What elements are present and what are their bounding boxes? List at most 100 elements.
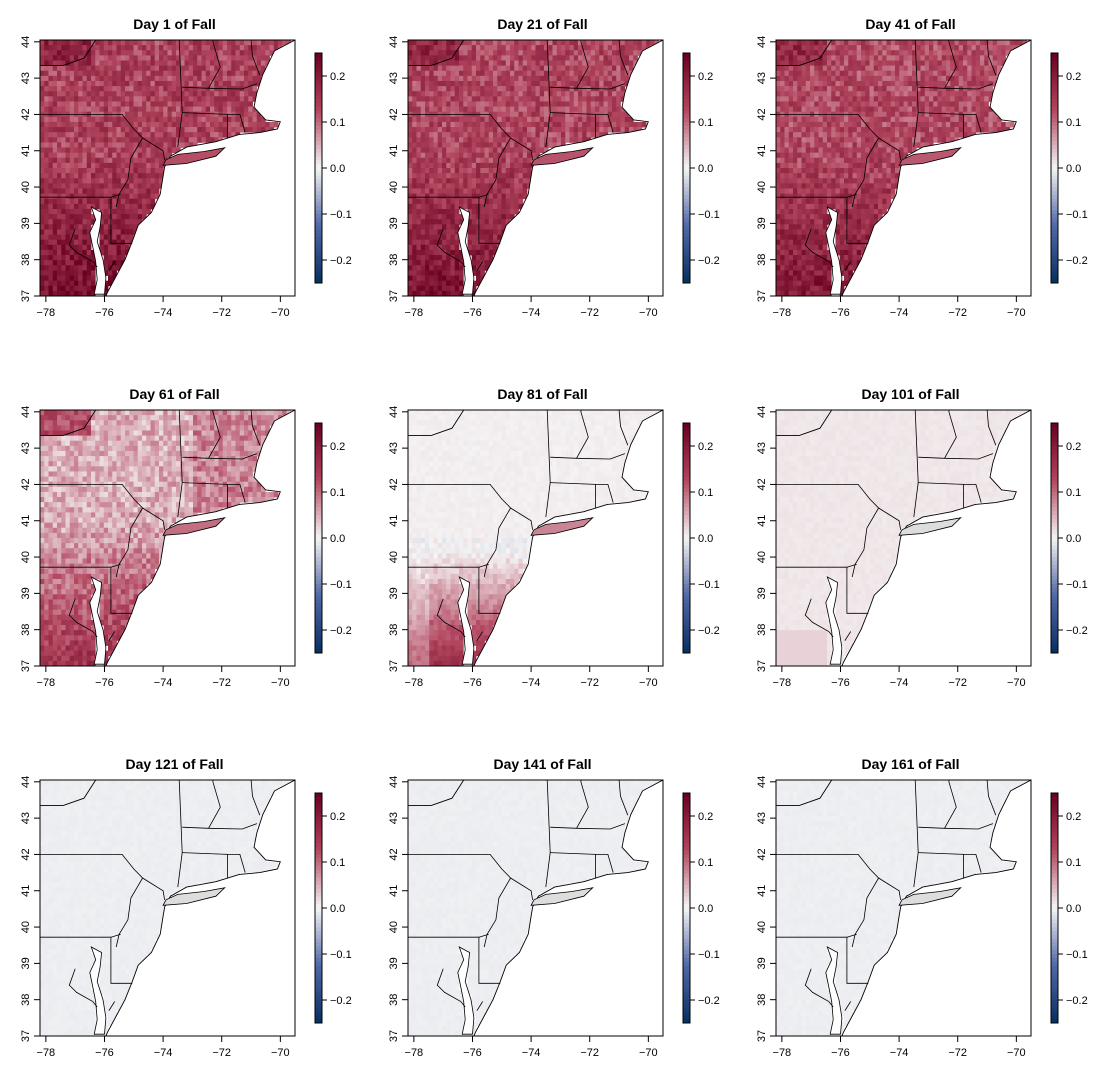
heat-cell — [886, 173, 892, 179]
heat-cell — [82, 183, 88, 189]
heat-cell — [82, 188, 88, 194]
heat-cell — [416, 106, 422, 113]
heat-cell — [814, 137, 819, 143]
heat-cell — [61, 280, 66, 287]
heat-cell — [450, 101, 456, 107]
heat-cell — [154, 45, 160, 51]
heat-cell — [788, 249, 794, 256]
heat-cell — [261, 55, 266, 61]
heat-cell — [827, 157, 832, 164]
heat-cell — [450, 116, 456, 123]
heat-cell — [112, 229, 117, 235]
heat-cell — [201, 80, 207, 87]
heat-cell — [184, 132, 190, 138]
heat-cell — [78, 106, 83, 113]
heat-cell — [501, 137, 507, 143]
heat-cell — [488, 106, 494, 113]
heat-cell — [535, 137, 541, 143]
heat-cell — [471, 188, 477, 194]
heat-cell — [52, 188, 58, 194]
heat-cell — [471, 255, 477, 261]
heat-cell — [57, 147, 62, 154]
heat-cell — [844, 270, 849, 276]
heat-cell — [416, 229, 422, 235]
heat-cell — [433, 162, 439, 169]
heat-cell — [69, 188, 75, 194]
heat-cell — [433, 50, 439, 56]
heat-cell — [108, 142, 113, 148]
heat-cell — [835, 45, 841, 51]
heat-cell — [176, 91, 181, 97]
heat-cell — [95, 70, 100, 77]
heat-cell — [429, 86, 434, 92]
heat-cell — [852, 173, 858, 179]
heat-cell — [125, 173, 130, 179]
heat-cell — [408, 142, 413, 148]
heat-cell — [137, 178, 143, 184]
heat-cell — [467, 80, 473, 87]
heat-cell — [108, 157, 113, 164]
heat-cell — [454, 198, 460, 205]
heat-cell — [52, 265, 58, 271]
heat-cell — [74, 173, 79, 179]
heat-cell — [878, 55, 883, 61]
heat-cell — [873, 50, 879, 56]
heat-cell — [218, 121, 224, 128]
heat-cell — [86, 106, 92, 113]
heat-cell — [193, 132, 198, 138]
heat-cell — [133, 91, 139, 97]
heat-cell — [586, 65, 592, 72]
heat-cell — [797, 137, 802, 143]
heat-cell — [522, 80, 528, 87]
heat-cell — [120, 249, 126, 256]
heat-cell — [137, 75, 143, 82]
state-border — [576, 40, 589, 89]
heat-cell — [95, 162, 100, 169]
heat-cell — [856, 75, 862, 82]
heat-cell — [510, 70, 515, 77]
heat-cell — [48, 70, 54, 77]
heat-cell — [69, 116, 75, 123]
heat-cell — [878, 111, 883, 118]
heat-cell — [91, 270, 96, 276]
heat-cell — [171, 127, 177, 133]
heat-cell — [467, 224, 473, 230]
heat-cell — [120, 214, 126, 220]
heat-cell — [822, 265, 828, 271]
heat-cell — [433, 193, 439, 200]
heat-cell — [848, 234, 853, 241]
heat-cell — [108, 188, 113, 194]
heat-cell — [40, 275, 45, 282]
heat-cell — [480, 147, 485, 154]
heat-cell — [620, 121, 626, 128]
heat-cell — [133, 132, 139, 138]
heat-cell — [146, 116, 151, 123]
heat-cell — [484, 101, 490, 107]
heat-cell — [420, 173, 426, 179]
heat-cell — [839, 152, 845, 159]
heat-cell — [248, 106, 253, 113]
heat-cell — [780, 188, 785, 194]
heat-cell — [214, 40, 219, 46]
heat-cell — [480, 203, 485, 210]
heat-cell — [890, 178, 896, 184]
heat-cell — [239, 50, 245, 56]
heat-cell — [573, 137, 579, 143]
heat-cell — [116, 60, 122, 66]
heat-cell — [633, 45, 638, 51]
heat-cell — [527, 127, 532, 133]
heat-cell — [535, 70, 541, 77]
heat-cell — [607, 75, 613, 82]
heat-cell — [865, 219, 870, 225]
heat-cell — [856, 116, 862, 123]
heat-cell — [514, 75, 519, 82]
heat-cell — [74, 60, 79, 66]
heat-cell — [835, 147, 841, 154]
heat-cell — [856, 70, 862, 77]
heat-cell — [501, 224, 507, 230]
heat-cell — [578, 137, 583, 143]
heat-cell — [886, 96, 892, 102]
heat-cell — [244, 96, 249, 102]
heat-cell — [459, 86, 464, 92]
heat-cell — [52, 270, 58, 276]
